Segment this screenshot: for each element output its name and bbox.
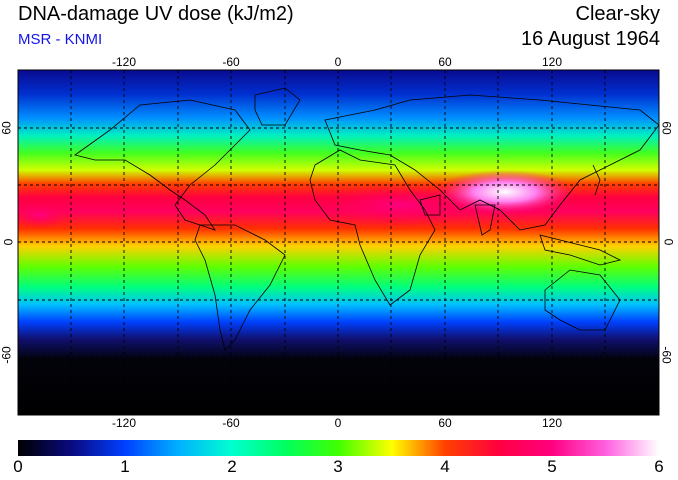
tibet-hotspot xyxy=(435,170,575,214)
lon-tick-bottom: -60 xyxy=(222,416,240,430)
colorbar-label: 3 xyxy=(333,457,343,476)
colorbar-label: 0 xyxy=(13,457,23,476)
lon-tick-bottom: 0 xyxy=(334,416,342,430)
lon-tick-bottom: -120 xyxy=(111,416,137,430)
lon-tick-top: -120 xyxy=(111,55,137,69)
india-outline xyxy=(474,204,496,236)
japan-outline xyxy=(592,164,601,196)
lat-tick-right: -60 xyxy=(659,346,674,364)
lat-tick-right: 0 xyxy=(661,238,676,246)
colorbar-label: 1 xyxy=(120,457,130,476)
arabia-outline xyxy=(419,194,441,216)
lat-tick-left: 60 xyxy=(0,121,14,135)
uv-field xyxy=(18,70,659,415)
lat-tick-left: -60 xyxy=(0,346,14,364)
map-title: DNA-damage UV dose (kJ/m2) xyxy=(18,3,294,25)
lat-tick-right: 60 xyxy=(659,121,674,135)
sky-condition-label: Clear-sky xyxy=(575,3,660,25)
date-label: 16 August 1964 xyxy=(520,28,660,50)
colorbar xyxy=(18,440,659,456)
lon-tick-top: 0 xyxy=(334,55,342,69)
colorbar-label: 2 xyxy=(227,457,237,476)
lon-tick-bottom: 120 xyxy=(541,416,563,430)
eurasia-outline xyxy=(324,94,659,231)
south-america-outline xyxy=(194,224,286,351)
source-label: MSR - KNMI xyxy=(18,31,103,48)
graticule xyxy=(18,70,659,415)
lon-tick-top: -60 xyxy=(222,55,240,69)
pacific-hotspot xyxy=(18,201,70,229)
lon-tick-top: 60 xyxy=(438,55,452,69)
lon-tick-top: 120 xyxy=(541,55,563,69)
colorbar-label: 4 xyxy=(440,457,450,476)
africa-outline xyxy=(309,149,436,306)
lon-tick-bottom: 60 xyxy=(438,416,452,430)
lat-tick-left: 0 xyxy=(1,238,16,246)
north-america-outline xyxy=(74,99,251,231)
colorbar-label: 6 xyxy=(654,457,664,476)
map-frame xyxy=(17,69,660,416)
colorbar-label: 5 xyxy=(547,457,557,476)
